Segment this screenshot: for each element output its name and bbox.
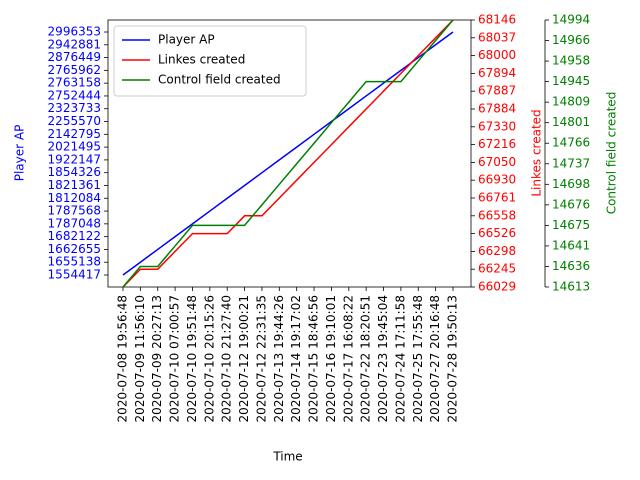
x-tick-label: 2020-07-28 19:50:13 <box>446 295 460 422</box>
y-tick-label: 2765962 <box>48 63 101 77</box>
x-tick-label: 2020-07-10 21:27:40 <box>220 295 234 422</box>
y-tick-label: 1812084 <box>48 191 101 205</box>
y-tick-label: 14613 <box>552 280 590 294</box>
y-tick-label: 66298 <box>478 244 516 258</box>
x-tick-label: 2020-07-17 16:08:22 <box>341 295 355 422</box>
y-tick-label: 66558 <box>478 208 516 222</box>
y-tick-label: 68037 <box>478 30 516 44</box>
y-tick-label: 14675 <box>552 218 590 232</box>
x-tick-label: 2020-07-10 20:15:26 <box>202 295 216 422</box>
y2-axis-label: Linkes created <box>530 109 544 196</box>
y-tick-label: 14994 <box>552 13 590 27</box>
y-tick-label: 67887 <box>478 84 516 98</box>
y-tick-label: 66029 <box>478 280 516 294</box>
legend-box <box>113 25 307 97</box>
y-tick-label: 2752444 <box>48 88 101 102</box>
y-tick-label: 14737 <box>552 156 590 170</box>
x-tick-label: 2020-07-27 20:16:48 <box>428 295 442 422</box>
x-tick-label: 2020-07-14 19:17:02 <box>289 295 303 422</box>
y-tick-label: 67216 <box>478 137 516 151</box>
y-tick-label: 67894 <box>478 66 516 80</box>
line <box>122 19 454 288</box>
y-tick-label: 1682122 <box>48 229 101 243</box>
x-tick-label: 2020-07-15 18:46:56 <box>307 295 321 422</box>
legend-label: Control field created <box>158 73 281 87</box>
y-tick-label: 14809 <box>552 95 590 109</box>
y-tick-label: 1922147 <box>48 152 101 166</box>
y-tick-label: 2255570 <box>48 114 101 128</box>
y-tick-label: 2142795 <box>48 127 101 141</box>
y-tick-label: 14766 <box>552 136 590 150</box>
x-tick-label: 2020-07-09 11:56:10 <box>133 295 147 422</box>
y-tick-label: 2021495 <box>48 140 101 154</box>
y-tick-label: 1787048 <box>48 216 101 230</box>
y-tick-label: 14801 <box>552 115 590 129</box>
y-tick-label: 2942881 <box>48 37 101 51</box>
y-tick-label: 14641 <box>552 238 590 252</box>
y-tick-label: 1854326 <box>48 165 101 179</box>
x-tick-label: 2020-07-10 19:51:48 <box>185 295 199 422</box>
y-tick-label: 66245 <box>478 262 516 276</box>
legend-label: Player AP <box>158 33 215 47</box>
y-tick-label: 1554417 <box>48 268 101 282</box>
y-axis-label: Player AP <box>13 125 27 182</box>
y-tick-label: 14945 <box>552 74 590 88</box>
x-tick-label: 2020-07-23 19:45:04 <box>376 295 390 422</box>
legend-label: Linkes created <box>158 53 245 67</box>
x-tick-label: 2020-07-09 20:27:13 <box>150 295 164 422</box>
y-tick-label: 67330 <box>478 119 516 133</box>
y-tick-label: 1787568 <box>48 204 101 218</box>
plot-frame <box>107 19 472 288</box>
y-tick-label: 14698 <box>552 177 590 191</box>
y-tick-label: 1821361 <box>48 178 101 192</box>
y-tick-label: 14966 <box>552 33 590 47</box>
y-tick-label: 68000 <box>478 48 516 62</box>
x-tick-label: 2020-07-16 19:10:01 <box>324 295 338 422</box>
y-tick-label: 68146 <box>478 13 516 27</box>
x-tick-label: 2020-07-12 22:31:35 <box>254 295 268 422</box>
y-tick-label: 67050 <box>478 155 516 169</box>
y-tick-label: 67884 <box>478 102 516 116</box>
y-tick-label: 14958 <box>552 54 590 68</box>
x-tick-label: 2020-07-25 17:55:48 <box>411 295 425 422</box>
y-tick-label: 1655138 <box>48 255 101 269</box>
y-tick-label: 2323733 <box>48 101 101 115</box>
x-tick-label: 2020-07-10 07:00:57 <box>168 295 182 422</box>
x-tick-label: 2020-07-08 19:56:48 <box>116 295 130 422</box>
x-axis-label: Time <box>272 450 302 464</box>
y-tick-label: 14676 <box>552 197 590 211</box>
y-tick-label: 14636 <box>552 259 590 273</box>
y-tick-label: 66930 <box>478 173 516 187</box>
y-tick-label: 2876449 <box>48 50 101 64</box>
x-tick-label: 2020-07-24 17:11:58 <box>393 295 407 422</box>
y-tick-label: 1662655 <box>48 242 101 256</box>
line <box>122 31 454 276</box>
x-tick-label: 2020-07-22 18:20:51 <box>359 295 373 422</box>
x-tick-label: 2020-07-13 19:44:26 <box>272 295 286 422</box>
y-tick-label: 2763158 <box>48 76 101 90</box>
y-tick-label: 2996353 <box>48 25 101 39</box>
y-tick-label: 66761 <box>478 191 516 205</box>
y-tick-label: 66526 <box>478 226 516 240</box>
y3-axis-label: Control field created <box>605 92 619 215</box>
line <box>122 19 454 288</box>
x-tick-label: 2020-07-12 19:00:21 <box>237 295 251 422</box>
